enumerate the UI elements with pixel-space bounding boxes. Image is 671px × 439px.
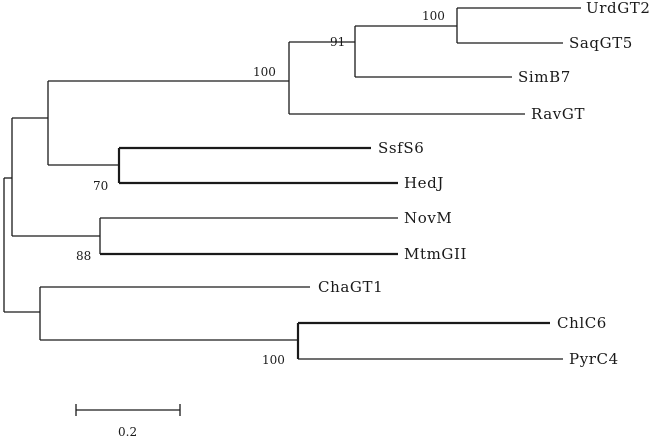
leaf-label-mtmgii: MtmGII <box>404 245 467 263</box>
leaf-label-hedj: HedJ <box>404 174 444 192</box>
leaf-label-saqgt5: SaqGT5 <box>569 34 633 52</box>
bootstrap-ssf-hed: 70 <box>93 179 108 193</box>
leaf-label-ravgt: RavGT <box>531 105 585 123</box>
scale-bar-label: 0.2 <box>118 425 137 439</box>
leaf-label-simb7: SimB7 <box>518 68 571 86</box>
leaf-labels: UrdGT2 SaqGT5 SimB7 RavGT SsfS6 HedJ Nov… <box>318 0 651 368</box>
leaf-label-pyrc4: PyrC4 <box>569 350 619 368</box>
scale-bar: 0.2 <box>75 404 181 439</box>
bootstrap-chl-pyr: 100 <box>262 353 285 367</box>
leaf-label-urdgt2: UrdGT2 <box>586 0 651 17</box>
bootstrap-urd-saq: 100 <box>422 9 445 23</box>
leaf-label-novm: NovM <box>404 209 452 227</box>
leaf-label-chlc6: ChlC6 <box>557 314 607 332</box>
leaf-label-ssfs6: SsfS6 <box>378 139 424 157</box>
bootstrap-nov-mtm: 88 <box>76 249 91 263</box>
tree-branches <box>3 7 581 360</box>
bootstrap-urd-saq-sim: 91 <box>330 35 345 49</box>
bootstrap-values: 100 91 100 70 88 100 <box>76 9 445 367</box>
leaf-label-chagt1: ChaGT1 <box>318 278 383 296</box>
bootstrap-rav-clade: 100 <box>253 65 276 79</box>
